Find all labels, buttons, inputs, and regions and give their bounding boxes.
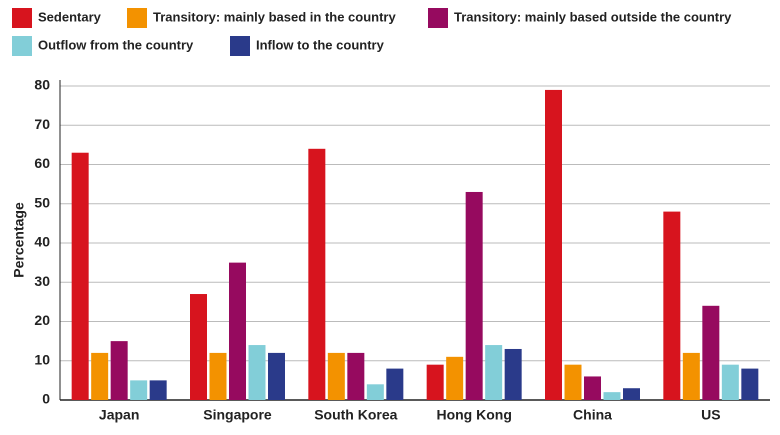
bar	[366, 384, 384, 400]
x-tick-label: US	[701, 407, 720, 423]
bar	[229, 262, 246, 400]
y-axis-title: Percentage	[11, 202, 27, 278]
legend-label: Inflow to the country	[256, 37, 385, 52]
bar	[327, 352, 345, 400]
bar	[130, 380, 148, 400]
x-tick-label: China	[573, 407, 612, 423]
legend-label: Outflow from the country	[38, 37, 194, 52]
bar	[209, 352, 227, 400]
bar	[347, 352, 365, 400]
legend-label: Transitory: mainly based in the country	[153, 9, 396, 24]
bar	[545, 89, 562, 401]
legend: Sedentary Transitory: mainly based in the…	[12, 8, 732, 56]
bar	[485, 345, 503, 400]
bar	[110, 341, 128, 400]
bar	[190, 294, 207, 400]
bar	[91, 352, 109, 400]
y-tick-label: 40	[34, 234, 50, 250]
y-tick-label: 60	[34, 155, 50, 171]
bar	[149, 380, 167, 400]
legend-label: Sedentary	[38, 9, 102, 24]
bar	[584, 376, 601, 400]
x-tick-label: South Korea	[314, 407, 397, 423]
bar	[308, 148, 326, 400]
bar	[741, 368, 759, 400]
bar	[663, 211, 681, 400]
bar	[465, 191, 483, 400]
bar	[268, 352, 285, 400]
legend-swatch	[230, 36, 250, 56]
y-tick-label: 0	[42, 391, 50, 407]
bar	[702, 305, 720, 400]
y-tick-label: 70	[34, 116, 50, 132]
bar	[623, 388, 640, 400]
y-tick-label: 80	[34, 77, 50, 93]
bar	[721, 364, 739, 400]
bar	[248, 345, 266, 400]
legend-label: Transitory: mainly based outside the cou…	[454, 9, 732, 24]
bar	[71, 152, 89, 400]
bar	[386, 368, 404, 400]
x-tick-label: Singapore	[203, 407, 272, 423]
bar	[682, 352, 700, 400]
y-tick-label: 10	[34, 351, 50, 367]
legend-swatch	[12, 36, 32, 56]
legend-swatch	[127, 8, 147, 28]
y-tick-label: 30	[34, 273, 50, 289]
legend-swatch	[12, 8, 32, 28]
bar	[446, 356, 464, 400]
x-tick-label: Japan	[99, 407, 139, 423]
bar	[603, 392, 621, 400]
bar	[504, 348, 522, 400]
bar	[426, 364, 444, 400]
y-tick-label: 50	[34, 194, 50, 210]
y-tick-label: 20	[34, 312, 50, 328]
legend-swatch	[428, 8, 448, 28]
x-tick-label: Hong Kong	[436, 407, 511, 423]
bar	[564, 364, 582, 400]
